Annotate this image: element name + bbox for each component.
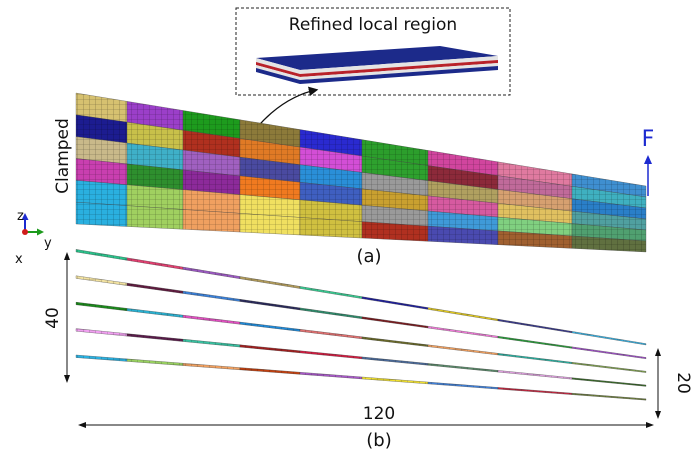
- mesh-cell-grid: [299, 286, 363, 299]
- force-label: F: [642, 127, 655, 152]
- clamped-label: Clamped: [53, 118, 73, 194]
- mesh-cell-grid: [239, 321, 301, 332]
- mesh-cell-grid: [182, 314, 241, 325]
- mesh-cell-grid: [182, 266, 241, 280]
- mesh-cell-grid: [75, 328, 128, 337]
- mesh-cell-grid: [571, 235, 647, 253]
- dim-40-label: 40: [43, 307, 63, 329]
- axis-x-label: x: [15, 252, 23, 267]
- mesh-cell-grid: [239, 367, 301, 375]
- mesh-cell-grid: [182, 290, 241, 302]
- mesh-cell-grid: [427, 363, 499, 373]
- inset-title: Refined local region: [289, 15, 457, 35]
- mesh-cell-grid: [182, 338, 241, 348]
- mesh-cell-grid: [571, 361, 647, 373]
- mesh-cell-grid: [182, 209, 241, 233]
- mesh-cell-grid: [571, 377, 647, 387]
- axis-y-label: y: [44, 236, 52, 251]
- mesh-cell-grid: [75, 301, 128, 312]
- mesh-cell-grid: [571, 392, 647, 401]
- mesh-cell-grid: [427, 344, 499, 356]
- plate-a-mesh: [75, 92, 647, 253]
- mesh-cell-grid: [361, 336, 429, 347]
- mesh-cell-grid: [126, 308, 184, 318]
- mesh-cell-grid: [239, 298, 301, 311]
- mesh-cell-grid: [126, 333, 184, 342]
- mesh-cell-grid: [126, 358, 184, 366]
- dim-20-label: 20: [673, 372, 691, 394]
- mesh-cell-grid: [126, 205, 184, 230]
- refined-region-inset: Refined local region: [235, 7, 511, 96]
- mesh-cell-grid: [75, 201, 128, 227]
- mesh-cell-grid: [497, 335, 573, 349]
- mesh-cell-grid: [571, 346, 647, 360]
- dim-40-line: [64, 252, 70, 383]
- mesh-cell-grid: [299, 329, 363, 340]
- mesh-cell-grid: [239, 344, 301, 354]
- mesh-cell-grid: [299, 371, 363, 380]
- mesh-cell-grid: [75, 180, 128, 206]
- axis-triad: [21, 213, 44, 236]
- mesh-cell-grid: [497, 353, 573, 365]
- dim-120-line: [78, 422, 654, 428]
- axis-z-label: z: [17, 209, 24, 224]
- dim-120-label: 120: [363, 404, 395, 424]
- panel-a-label: (a): [356, 246, 381, 267]
- mesh-cell-grid: [497, 318, 573, 334]
- mesh-cell-grid: [239, 276, 301, 289]
- mesh-cell-grid: [126, 257, 184, 270]
- mesh-cell-grid: [75, 249, 128, 261]
- mesh-cell-grid: [182, 362, 241, 371]
- mesh-cell-grid: [427, 307, 499, 322]
- mesh-cell-grid: [571, 331, 647, 346]
- mesh-cell-grid: [361, 376, 429, 385]
- force-arrow: [644, 155, 652, 196]
- mesh-cell-grid: [361, 316, 429, 329]
- mesh-cell-grid: [299, 350, 363, 360]
- plate-b-mesh: [75, 249, 647, 401]
- mesh-cell-grid: [75, 354, 128, 362]
- mesh-cell-grid: [361, 356, 429, 366]
- panel-b-label: (b): [366, 430, 391, 451]
- dim-20-line: [655, 348, 661, 419]
- mesh-cell-grid: [299, 307, 363, 320]
- mesh-cell-grid: [126, 282, 184, 294]
- mesh-cell-grid: [427, 325, 499, 339]
- mesh-cell-grid: [497, 387, 573, 395]
- laminate-block: [256, 46, 498, 84]
- mesh-cell-grid: [497, 370, 573, 380]
- mesh-cell-grid: [75, 275, 128, 286]
- mesh-cell-grid: [361, 296, 429, 310]
- mesh-cell-grid: [427, 381, 499, 390]
- mesh-cell-grid: [239, 213, 301, 236]
